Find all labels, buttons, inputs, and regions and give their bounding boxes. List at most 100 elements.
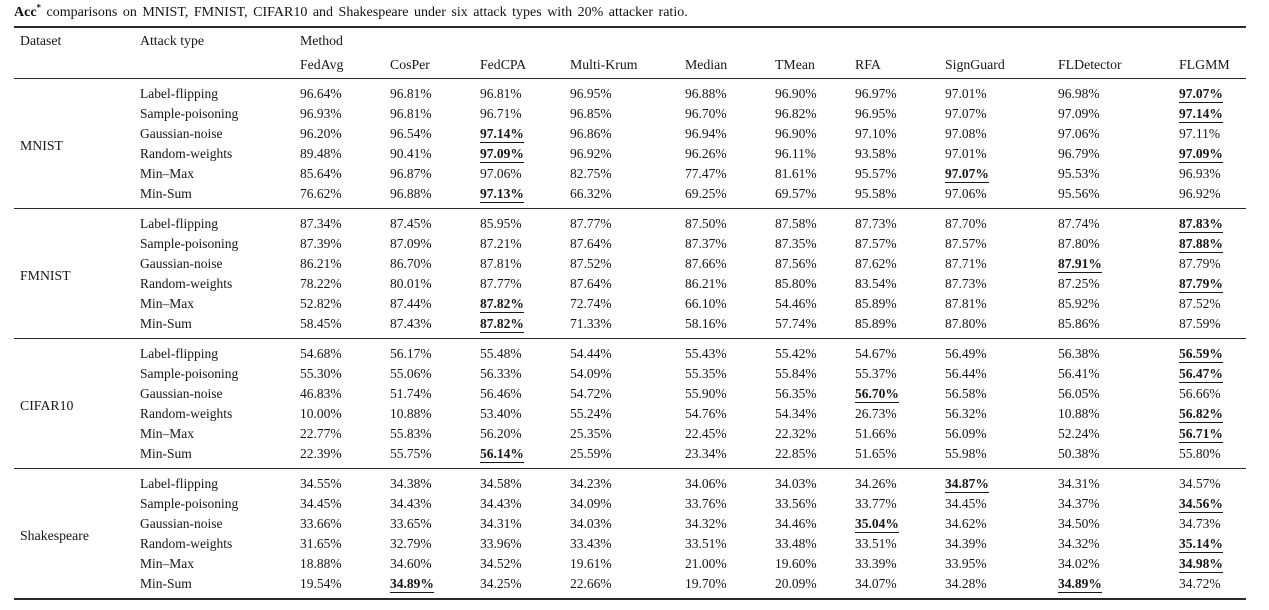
- best-value: 87.82%: [480, 316, 524, 333]
- value-cell: 23.34%: [681, 444, 771, 469]
- best-value: 87.79%: [1179, 276, 1223, 293]
- value-cell: 31.65%: [296, 534, 386, 554]
- value-cell: 87.35%: [771, 234, 851, 254]
- attack-type-cell: Random-weights: [140, 406, 233, 421]
- value-cell: 78.22%: [296, 274, 386, 294]
- value-text: 87.39%: [300, 236, 342, 251]
- value-text: 87.73%: [945, 276, 987, 291]
- value-text: 87.73%: [855, 216, 897, 231]
- value-text: 69.25%: [685, 186, 727, 201]
- value-cell: 34.43%: [476, 494, 566, 514]
- value-text: 85.89%: [855, 296, 897, 311]
- best-value: 56.47%: [1179, 366, 1223, 383]
- value-text: 96.81%: [390, 86, 432, 101]
- value-text: 34.07%: [855, 576, 897, 591]
- value-text: 87.79%: [1179, 256, 1221, 271]
- table-row: Gaussian-noise 46.83% 51.74% 56.46% 54.72% 55…: [14, 384, 1246, 404]
- value-cell: 85.92%: [1054, 294, 1175, 314]
- value-text: 23.34%: [685, 446, 727, 461]
- value-cell: 87.83%: [1175, 209, 1246, 235]
- value-cell: 19.54%: [296, 574, 386, 599]
- table-row: Random-weights 31.65% 32.79% 33.96% 33.43% 33…: [14, 534, 1246, 554]
- value-cell: 97.01%: [941, 144, 1054, 164]
- value-text: 34.73%: [1179, 516, 1221, 531]
- attack-type-cell: Min–Max: [140, 556, 194, 571]
- value-text: 71.33%: [570, 316, 612, 331]
- value-text: 22.45%: [685, 426, 727, 441]
- value-cell: 34.73%: [1175, 514, 1246, 534]
- value-text: 33.66%: [300, 516, 342, 531]
- value-text: 87.57%: [855, 236, 897, 251]
- value-cell: 35.14%: [1175, 534, 1246, 554]
- caption-superscript-asterisk: *: [36, 2, 42, 13]
- value-cell: 52.24%: [1054, 424, 1175, 444]
- table-row: Min–Max 85.64% 96.87% 97.06% 82.75% 77.47% 81.…: [14, 164, 1246, 184]
- value-cell: 87.82%: [476, 294, 566, 314]
- value-cell: 54.76%: [681, 404, 771, 424]
- attack-type-cell: Min–Max: [140, 426, 194, 441]
- value-text: 96.94%: [685, 126, 727, 141]
- value-cell: 34.09%: [566, 494, 681, 514]
- dataset-group-cifar10: CIFAR10 Label-flipping 54.68% 56.17% 55.48% 5…: [14, 338, 1247, 469]
- attack-type-cell: Sample-poisoning: [140, 496, 239, 511]
- value-cell: 55.84%: [771, 364, 851, 384]
- value-text: 22.77%: [300, 426, 342, 441]
- value-text: 96.97%: [855, 86, 897, 101]
- value-text: 51.74%: [390, 386, 432, 401]
- value-text: 55.24%: [570, 406, 612, 421]
- value-cell: 56.47%: [1175, 364, 1246, 384]
- value-text: 69.57%: [775, 186, 817, 201]
- value-cell: 87.50%: [681, 209, 771, 235]
- value-cell: 56.44%: [941, 364, 1054, 384]
- value-cell: 34.46%: [771, 514, 851, 534]
- column-header-method-fldetector: FLDetector: [1058, 57, 1122, 72]
- value-text: 96.70%: [685, 106, 727, 121]
- value-cell: 34.07%: [851, 574, 941, 599]
- value-text: 34.60%: [390, 556, 432, 571]
- value-text: 55.37%: [855, 366, 897, 381]
- value-text: 51.65%: [855, 446, 897, 461]
- value-text: 85.86%: [1058, 316, 1100, 331]
- best-value: 34.89%: [1058, 576, 1102, 593]
- value-text: 34.09%: [570, 496, 612, 511]
- value-text: 56.17%: [390, 346, 432, 361]
- value-cell: 87.43%: [386, 314, 476, 339]
- value-text: 96.90%: [775, 126, 817, 141]
- value-cell: 10.00%: [296, 404, 386, 424]
- value-text: 34.58%: [480, 476, 522, 491]
- value-cell: 85.80%: [771, 274, 851, 294]
- value-text: 87.77%: [570, 216, 612, 231]
- value-cell: 96.81%: [386, 104, 476, 124]
- value-text: 18.88%: [300, 556, 342, 571]
- value-text: 25.35%: [570, 426, 612, 441]
- value-cell: 34.50%: [1054, 514, 1175, 534]
- value-text: 87.81%: [480, 256, 522, 271]
- value-cell: 87.58%: [771, 209, 851, 235]
- value-cell: 56.33%: [476, 364, 566, 384]
- value-cell: 56.82%: [1175, 404, 1246, 424]
- value-cell: 80.01%: [386, 274, 476, 294]
- value-text: 90.41%: [390, 146, 432, 161]
- value-cell: 86.21%: [296, 254, 386, 274]
- value-text: 85.92%: [1058, 296, 1100, 311]
- value-cell: 87.52%: [1175, 294, 1246, 314]
- column-header-method-fedavg: FedAvg: [300, 57, 344, 72]
- value-cell: 56.41%: [1054, 364, 1175, 384]
- value-text: 82.75%: [570, 166, 612, 181]
- value-text: 52.24%: [1058, 426, 1100, 441]
- attack-type-cell: Label-flipping: [140, 86, 218, 101]
- best-value: 97.07%: [945, 166, 989, 183]
- best-value: 87.83%: [1179, 216, 1223, 233]
- value-text: 34.39%: [945, 536, 987, 551]
- value-text: 22.66%: [570, 576, 612, 591]
- value-cell: 33.51%: [681, 534, 771, 554]
- value-cell: 87.82%: [476, 314, 566, 339]
- value-cell: 55.98%: [941, 444, 1054, 469]
- value-text: 54.34%: [775, 406, 817, 421]
- value-cell: 34.58%: [476, 469, 566, 495]
- value-cell: 56.05%: [1054, 384, 1175, 404]
- table-row: Min-Sum 58.45% 87.43% 87.82% 71.33% 58.16% 57.…: [14, 314, 1246, 339]
- value-text: 87.80%: [1058, 236, 1100, 251]
- table-row: Min-Sum 22.39% 55.75% 56.14% 25.59% 23.34% 22.…: [14, 444, 1246, 469]
